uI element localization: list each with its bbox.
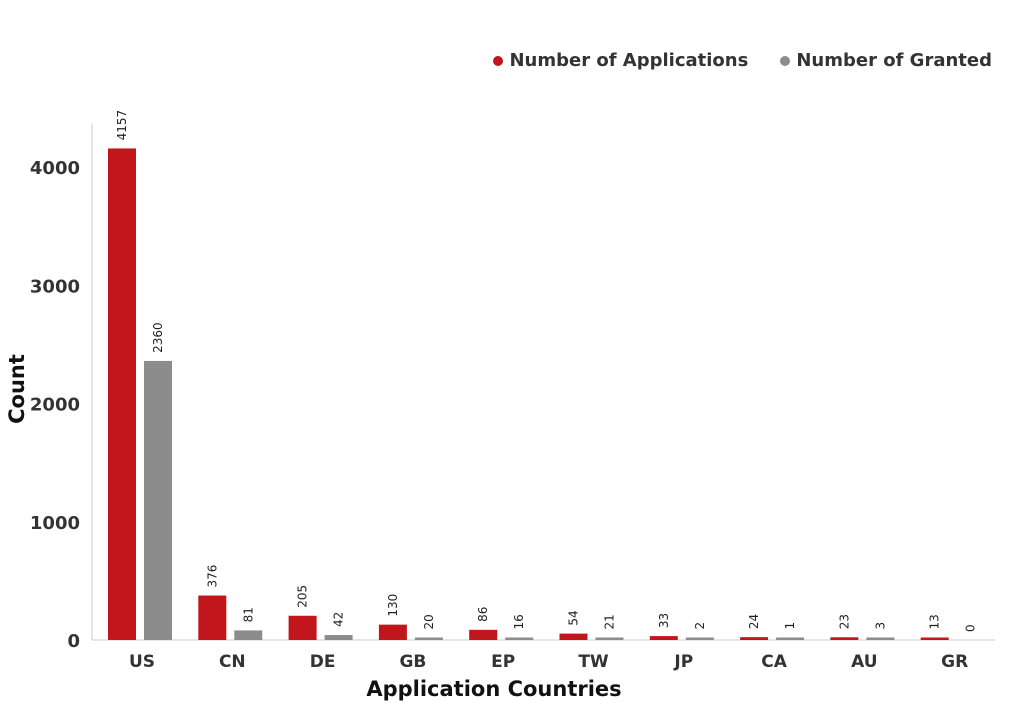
bar-us-granted [144, 360, 172, 640]
x-tick-label-au: AU [851, 652, 877, 672]
x-axis-title: Application Countries [366, 677, 621, 701]
data-label: 4157 [115, 110, 129, 141]
bar-gr-applications [920, 637, 949, 640]
data-label: 2360 [151, 322, 165, 353]
data-label: 42 [332, 612, 346, 627]
x-tick-label-tw: TW [578, 652, 609, 672]
bar-de-granted [324, 635, 353, 640]
bar-tw-granted [595, 637, 624, 640]
y-tick-label: 4000 [30, 158, 80, 179]
y-axis-title: Count [5, 354, 29, 424]
bar-jp-granted [685, 637, 714, 640]
data-label: 24 [747, 614, 761, 629]
data-label: 21 [603, 614, 617, 629]
bar-ca-granted [776, 637, 805, 640]
data-label: 54 [567, 610, 581, 625]
bar-gb-applications [378, 624, 407, 640]
bar-cn-applications [198, 595, 227, 640]
data-label: 3 [873, 622, 887, 630]
bar-au-applications [830, 637, 859, 640]
data-label: 2 [693, 622, 707, 630]
legend: Number of Applications Number of Granted [493, 50, 992, 71]
legend-dot-applications-icon [493, 55, 504, 66]
y-tick-label: 1000 [30, 513, 80, 534]
data-label: 16 [512, 614, 526, 629]
y-tick-label: 3000 [30, 276, 80, 297]
legend-dot-granted-icon [780, 55, 791, 66]
data-label: 376 [205, 565, 219, 588]
x-tick-label-us: US [129, 652, 155, 672]
bar-gb-granted [414, 637, 443, 640]
x-tick-label-gr: GR [941, 652, 968, 672]
x-tick-label-de: DE [310, 652, 336, 672]
data-label: 33 [657, 613, 671, 628]
data-label: 13 [928, 614, 942, 629]
data-label: 1 [783, 622, 797, 630]
data-label: 23 [837, 614, 851, 629]
y-tick-label: 2000 [30, 395, 80, 416]
x-tick-label-ep: EP [491, 652, 515, 672]
y-tick-label: 0 [67, 631, 80, 652]
data-label: 0 [964, 624, 978, 632]
legend-label-granted: Number of Granted [796, 50, 992, 71]
x-tick-label-jp: JP [673, 652, 693, 672]
data-label: 81 [241, 607, 255, 622]
plot-area: 0100020003000400041572360US37681CN20542D… [30, 110, 995, 672]
legend-item-applications: Number of Applications [493, 50, 748, 71]
legend-item-granted: Number of Granted [780, 50, 992, 71]
bar-de-applications [288, 615, 317, 640]
bar-tw-applications [559, 633, 588, 640]
data-label: 86 [476, 607, 490, 622]
bar-ep-applications [469, 629, 498, 640]
data-label: 20 [422, 614, 436, 629]
data-label: 205 [296, 585, 310, 608]
x-tick-label-ca: CA [761, 652, 787, 672]
bar-ca-applications [740, 637, 769, 640]
x-tick-label-cn: CN [219, 652, 246, 672]
x-tick-label-gb: GB [399, 652, 426, 672]
bar-au-granted [866, 637, 895, 640]
legend-label-applications: Number of Applications [509, 50, 749, 71]
data-label: 130 [386, 594, 400, 617]
bar-cn-granted [234, 630, 263, 640]
bar-jp-applications [649, 636, 678, 640]
bar-ep-granted [505, 637, 534, 640]
bar-us-applications [108, 148, 136, 640]
